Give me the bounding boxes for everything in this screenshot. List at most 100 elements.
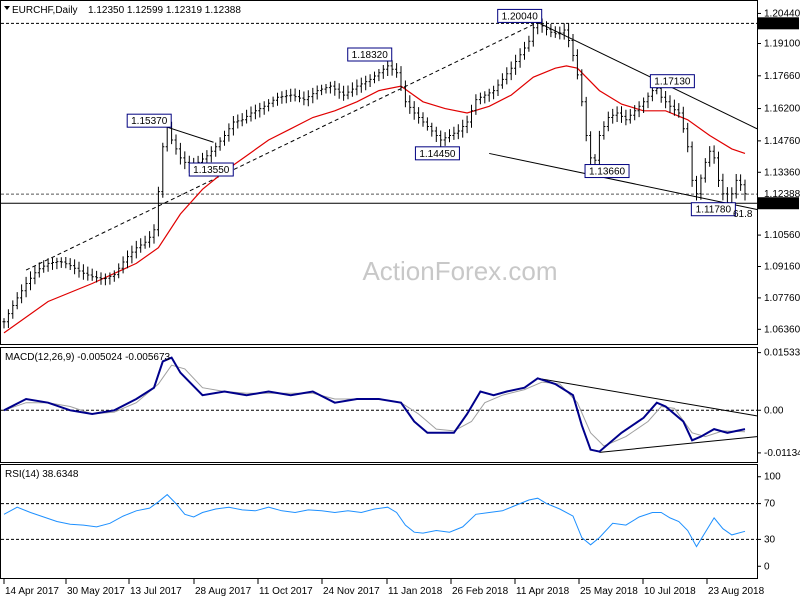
ohlc-bar bbox=[103, 273, 107, 286]
ohlc-bar bbox=[280, 91, 284, 104]
ohlc-bar bbox=[55, 257, 59, 270]
price-tick-label: 1.09160 bbox=[764, 261, 800, 272]
ohlc-bar bbox=[350, 82, 354, 97]
ohlc-bar bbox=[33, 266, 37, 285]
rsi-tick-label: 0 bbox=[764, 561, 770, 572]
ohlc-bar bbox=[337, 83, 341, 99]
ohlc-bar bbox=[461, 119, 465, 138]
ohlc-bar bbox=[386, 60, 390, 76]
x-tick-label: 11 Oct 2017 bbox=[259, 586, 313, 597]
price-tick-label: 1.06360 bbox=[764, 324, 800, 335]
ohlc-bar bbox=[59, 257, 63, 268]
annotation-box bbox=[188, 162, 234, 177]
ohlc-bar bbox=[11, 300, 15, 319]
ohlc-bar bbox=[298, 89, 301, 103]
ohlc-bar bbox=[523, 41, 526, 60]
ohlc-bar bbox=[483, 91, 487, 104]
ohlc-bar bbox=[734, 174, 738, 199]
ohlc-bar bbox=[664, 91, 668, 109]
ohlc-bar bbox=[108, 272, 112, 285]
ohlc-bar bbox=[628, 109, 632, 124]
ohlc-bar bbox=[703, 158, 707, 183]
x-tick-label: 28 Aug 2017 bbox=[195, 586, 252, 597]
annotation-label: 1.20040 bbox=[502, 11, 539, 22]
ohlc-bar bbox=[545, 21, 548, 36]
annotation-box bbox=[584, 164, 630, 179]
ohlc-bar bbox=[121, 256, 125, 274]
ohlc-bar bbox=[253, 104, 257, 120]
price-tick-label: 1.10560 bbox=[764, 230, 800, 241]
ohlc-bar bbox=[152, 224, 156, 244]
ohlc-bar bbox=[611, 108, 615, 124]
ohlc-bar bbox=[6, 309, 10, 328]
ohlc-bar bbox=[77, 261, 81, 278]
ohlc-bar bbox=[240, 113, 244, 127]
ohlc-bar bbox=[20, 284, 24, 304]
ohlc-bar bbox=[717, 151, 720, 187]
ohlc-bar bbox=[395, 63, 399, 78]
ohlc-bar bbox=[505, 67, 509, 85]
price-tag-label: 1.11980 bbox=[761, 199, 797, 210]
ohlc-bar bbox=[46, 258, 50, 272]
ohlc-bar bbox=[686, 122, 690, 153]
ohlc-bar bbox=[249, 106, 253, 122]
ohlc-bar bbox=[293, 88, 297, 102]
ohlc-bar bbox=[284, 89, 288, 104]
ohlc-bar bbox=[492, 85, 496, 100]
ohlc-bar bbox=[311, 87, 315, 104]
ohlc-bar bbox=[24, 276, 28, 298]
moving-average-line bbox=[3, 65, 746, 334]
ohlc-bar bbox=[156, 186, 160, 237]
macd-trendline-lower bbox=[599, 436, 758, 453]
ohlc-bar bbox=[377, 69, 381, 82]
ohlc-bar bbox=[739, 174, 743, 191]
ohlc-bar bbox=[470, 104, 473, 128]
ohlc-bar bbox=[346, 85, 350, 100]
price-tick-label: 1.20440 bbox=[764, 8, 800, 19]
ohlc-bar bbox=[130, 245, 134, 264]
ohlc-bar bbox=[271, 96, 275, 108]
ohlc-bar bbox=[602, 121, 606, 140]
price-tick-label: 1.07760 bbox=[764, 293, 800, 304]
symbol-dropdown-icon[interactable] bbox=[4, 6, 10, 10]
ohlc-bar bbox=[690, 141, 694, 187]
rsi-tick-label: 30 bbox=[764, 534, 776, 545]
ohlc-bar bbox=[434, 126, 438, 142]
ohlc-bar bbox=[620, 106, 623, 123]
ohlc-bar bbox=[95, 270, 99, 283]
ohlc-bar bbox=[456, 124, 460, 140]
ohlc-bar bbox=[139, 238, 143, 253]
trendline-short bbox=[167, 126, 214, 143]
annotation-box bbox=[347, 47, 393, 62]
ohlc-bar bbox=[373, 71, 376, 84]
ohlc-bar bbox=[408, 95, 412, 114]
price-tick-label: 1.16200 bbox=[764, 104, 800, 115]
ohlc-bar bbox=[589, 131, 593, 165]
macd-panel bbox=[0, 347, 758, 463]
ohlc-bar bbox=[112, 270, 116, 282]
price-tick-label: 1.13360 bbox=[764, 167, 800, 178]
ohlc-bar bbox=[161, 142, 165, 198]
ohlc-bar bbox=[302, 91, 306, 106]
ohlc-bar bbox=[439, 130, 443, 147]
ohlc-bar bbox=[580, 69, 584, 107]
ohlc-bar bbox=[68, 258, 72, 270]
price-tick-label: 1.17660 bbox=[764, 71, 800, 82]
ohlc-bar bbox=[390, 60, 394, 76]
ohlc-bar bbox=[320, 84, 324, 96]
annotation-label: 1.14450 bbox=[419, 149, 456, 160]
ohlc-bar bbox=[562, 23, 566, 40]
annotation-label: 1.15370 bbox=[131, 116, 168, 127]
ohlc-bar bbox=[403, 80, 407, 108]
ohlc-bar bbox=[633, 105, 637, 121]
x-tick-label: 11 Jan 2018 bbox=[388, 586, 443, 597]
ohlc-bar bbox=[355, 79, 359, 96]
ohlc-bar bbox=[615, 106, 619, 122]
x-tick-label: 26 Feb 2018 bbox=[452, 586, 509, 597]
ohlc-label: 1.12350 1.12599 1.12319 1.12388 bbox=[88, 5, 241, 16]
price-tag-box bbox=[758, 197, 799, 210]
macd-tick-label: 0.00 bbox=[764, 405, 784, 416]
ohlc-bar bbox=[324, 84, 328, 94]
ohlc-bar bbox=[584, 96, 588, 142]
